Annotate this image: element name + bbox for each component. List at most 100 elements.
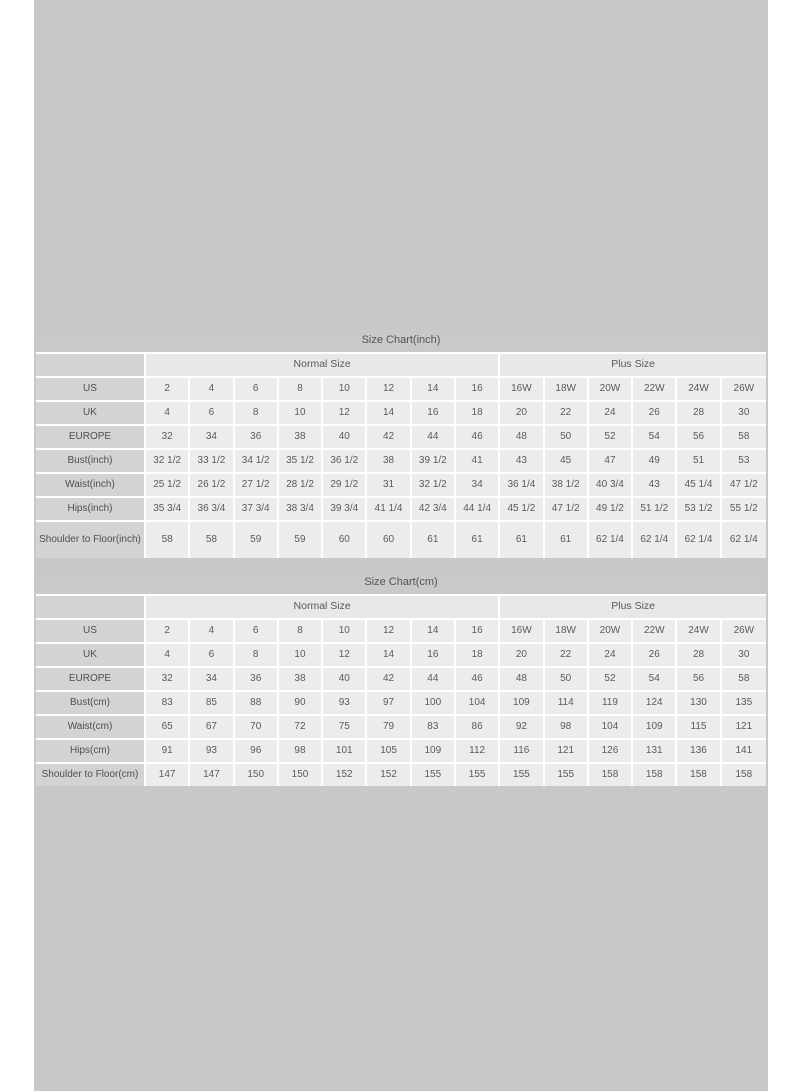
table-cell: 58 — [146, 522, 191, 558]
table-cell: 48 — [500, 426, 545, 450]
table-cell: 18 — [455, 402, 501, 426]
table-cell: 40 3/4 — [588, 474, 634, 498]
table-cell: 158 — [588, 764, 634, 786]
group-header-row: Normal Size Plus Size — [36, 354, 766, 378]
table-cell: 26 — [633, 644, 678, 668]
group-header-plus-size: Plus Size — [500, 596, 767, 620]
table-cell: 20W — [588, 620, 634, 644]
table-cell: 46 — [455, 668, 501, 692]
table-cell: 150 — [234, 764, 279, 786]
table-row: EUROPE 32 34 36 38 40 42 44 46 48 50 52 54 56 58 — [36, 668, 767, 692]
table-cell: 67 — [190, 716, 235, 740]
table-row: EUROPE 32 34 36 38 40 42 44 46 48 50 52 54 56 58 — [36, 426, 766, 450]
table-cell: 59 — [278, 522, 324, 558]
table-cell: 28 — [677, 402, 722, 426]
table-cell: 36 — [234, 668, 279, 692]
table-cell: 105 — [367, 740, 412, 764]
table-cell: 60 — [367, 522, 412, 558]
table-cell: 72 — [278, 716, 324, 740]
table-cell: 121 — [721, 716, 767, 740]
page-background: Size Chart(inch) Normal Size Plus Size US 2 4… — [34, 0, 768, 1091]
table-cell: 141 — [721, 740, 767, 764]
table-cell: 53 — [721, 450, 766, 474]
table-cell: 124 — [633, 692, 678, 716]
table-cell: 22W — [633, 620, 678, 644]
table-cell: 97 — [367, 692, 412, 716]
table-cell: 147 — [190, 764, 235, 786]
table-cell: 6 — [234, 378, 279, 402]
table-cell: 38 3/4 — [278, 498, 324, 522]
table-cell: 62 1/4 — [633, 522, 678, 558]
table-cell: 39 3/4 — [323, 498, 368, 522]
table-cell: 14 — [411, 620, 456, 644]
table-cell: 104 — [455, 692, 501, 716]
table-cell: 51 1/2 — [633, 498, 678, 522]
table-cell: 114 — [544, 692, 589, 716]
table-cell: 65 — [146, 716, 191, 740]
row-label: Waist(cm) — [36, 716, 146, 740]
table-cell: 20W — [588, 378, 634, 402]
table-row: US 2 4 6 8 10 12 14 16 16W 18W 20W 22W 24W 26W — [36, 620, 767, 644]
table-cell: 22 — [544, 644, 589, 668]
table-cell: 55 1/2 — [721, 498, 766, 522]
table-cell: 12 — [323, 402, 368, 426]
table-cell: 49 1/2 — [588, 498, 634, 522]
table-row: Hips(cm) 91 93 96 98 101 105 109 112 116 121 126 131… — [36, 740, 767, 764]
table-cell: 155 — [500, 764, 545, 786]
row-label: Hips(inch) — [36, 498, 146, 522]
table-cell: 39 1/2 — [411, 450, 456, 474]
size-chart-table: Size Chart(inch) Normal Size Plus Size US 2 4… — [36, 330, 766, 558]
chart-title: Size Chart(cm) — [36, 572, 767, 596]
table-cell: 31 — [367, 474, 412, 498]
table-cell: 34 — [190, 426, 235, 450]
table-cell: 6 — [190, 402, 235, 426]
table-cell: 52 — [588, 668, 634, 692]
table-cell: 51 — [677, 450, 722, 474]
table-row: Bust(inch) 32 1/2 33 1/2 34 1/2 35 1/2 36 1/2… — [36, 450, 766, 474]
table-cell: 158 — [721, 764, 767, 786]
group-header-normal-size: Normal Size — [146, 596, 501, 620]
table-cell: 10 — [323, 620, 368, 644]
table-cell: 58 — [721, 668, 767, 692]
table-cell: 58 — [190, 522, 235, 558]
table-cell: 109 — [633, 716, 678, 740]
row-label: Shoulder to Floor(inch) — [36, 522, 146, 558]
row-label: EUROPE — [36, 426, 146, 450]
table-row: Shoulder to Floor(cm) 147 147 150 150 152 152 1… — [36, 764, 767, 786]
row-label: Hips(cm) — [36, 740, 146, 764]
row-label: US — [36, 620, 146, 644]
row-label: Shoulder to Floor(cm) — [36, 764, 146, 786]
size-chart-table: Size Chart(cm) Normal Size Plus Size US 2 4 6 8… — [36, 572, 767, 786]
table-cell: 60 — [323, 522, 368, 558]
size-chart-tables: Size Chart(inch) Normal Size Plus Size US 2 4… — [36, 330, 767, 786]
table-cell: 45 — [544, 450, 589, 474]
table-cell: 41 — [455, 450, 501, 474]
table-cell: 91 — [146, 740, 191, 764]
table-cell: 104 — [588, 716, 634, 740]
table-cell: 116 — [500, 740, 545, 764]
table-cell: 152 — [367, 764, 412, 786]
table-cell: 18W — [544, 378, 589, 402]
table-cell: 12 — [367, 378, 412, 402]
table-cell: 61 — [411, 522, 456, 558]
table-cell: 46 — [455, 426, 501, 450]
table-cell: 109 — [411, 740, 456, 764]
size-charts-container: Size Chart(inch) Normal Size Plus Size US 2 4… — [36, 330, 767, 786]
table-cell: 155 — [411, 764, 456, 786]
group-header-corner — [36, 596, 146, 620]
table-cell: 35 3/4 — [146, 498, 191, 522]
table-cell: 14 — [411, 378, 456, 402]
table-cell: 8 — [278, 620, 324, 644]
table-cell: 22 — [544, 402, 589, 426]
table-cell: 8 — [234, 402, 279, 426]
table-cell: 10 — [278, 644, 324, 668]
table-cell: 29 1/2 — [323, 474, 368, 498]
table-cell: 61 — [544, 522, 589, 558]
table-cell: 90 — [278, 692, 324, 716]
table-cell: 98 — [544, 716, 589, 740]
table-cell: 40 — [323, 426, 368, 450]
table-cell: 155 — [544, 764, 589, 786]
table-cell: 2 — [146, 620, 191, 644]
table-cell: 56 — [677, 668, 722, 692]
row-label: Bust(cm) — [36, 692, 146, 716]
